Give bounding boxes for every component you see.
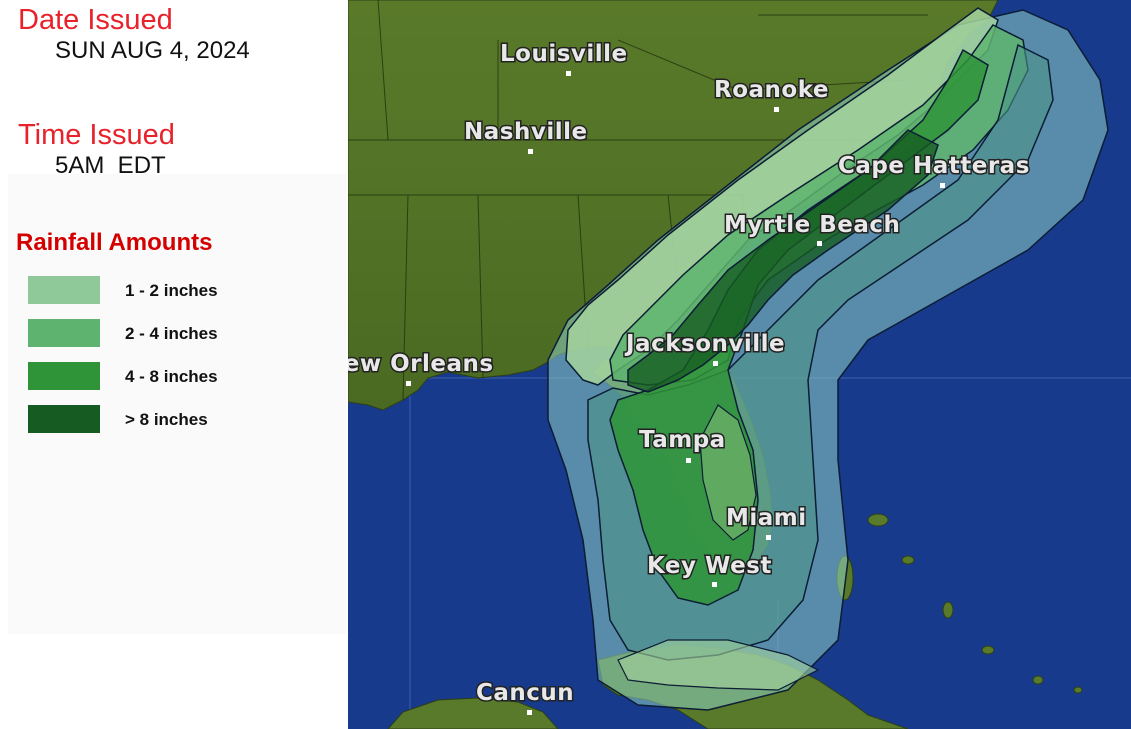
bahamas xyxy=(836,513,1083,694)
rainfall-map: Louisville Roanoke Nashville Cape Hatter… xyxy=(348,0,1131,729)
city-dot xyxy=(566,71,571,76)
legend-label-1-2: 1 - 2 inches xyxy=(125,281,218,300)
legend-label-2-4: 2 - 4 inches xyxy=(125,324,218,343)
legend-swatch-4-8 xyxy=(28,362,100,390)
rainfall-florida-interior xyxy=(699,404,757,541)
rainfall-gt-8-inches xyxy=(627,129,939,393)
city-label-cancun: Cancun xyxy=(476,680,574,706)
yucatan xyxy=(387,697,559,729)
date-issued-value: SUN AUG 4, 2024 xyxy=(55,37,250,64)
city-label-cape-hatteras: Cape Hatteras xyxy=(838,153,1030,179)
city-dot xyxy=(528,149,533,154)
legend-swatch-gt-8 xyxy=(28,405,100,433)
legend-swatch-2-4 xyxy=(28,319,100,347)
city-dot xyxy=(406,381,411,386)
city-label-key-west: Key West xyxy=(647,553,772,579)
city-dots xyxy=(406,71,945,715)
legend-swatch-1-2 xyxy=(28,276,100,304)
legend-label-4-8: 4 - 8 inches xyxy=(125,367,218,386)
city-labels: Louisville Roanoke Nashville Cape Hatter… xyxy=(348,40,1031,708)
time-issued-label: Time Issued xyxy=(18,119,175,151)
city-dot xyxy=(774,107,779,112)
legend-title: Rainfall Amounts xyxy=(16,229,213,256)
city-label-louisville: Louisville xyxy=(500,41,628,67)
city-label-myrtle-beach: Myrtle Beach xyxy=(724,212,900,238)
legend-label-gt-8: > 8 inches xyxy=(125,410,208,429)
city-dot xyxy=(940,183,945,188)
city-label-tampa: Tampa xyxy=(639,427,726,453)
time-issued-value: 5AM EDT xyxy=(55,152,166,179)
rainfall-cuba xyxy=(617,639,820,691)
city-label-miami: Miami xyxy=(726,505,807,531)
date-issued-label: Date Issued xyxy=(18,4,173,36)
city-dot xyxy=(766,535,771,540)
city-dot xyxy=(686,458,691,463)
sidebar-panel xyxy=(8,174,346,634)
info-sidebar: Date Issued SUN AUG 4, 2024 Time Issued … xyxy=(0,0,348,729)
city-dot xyxy=(817,241,822,246)
city-label-roanoke: Roanoke xyxy=(714,77,829,103)
city-label-new-orleans: New Orleans xyxy=(348,351,494,377)
city-label-nashville: Nashville xyxy=(464,119,588,145)
city-dot xyxy=(713,361,718,366)
city-label-jacksonville: Jacksonville xyxy=(624,331,785,357)
city-dot xyxy=(712,582,717,587)
map-svg: Louisville Roanoke Nashville Cape Hatter… xyxy=(348,0,1131,729)
city-dot xyxy=(527,710,532,715)
